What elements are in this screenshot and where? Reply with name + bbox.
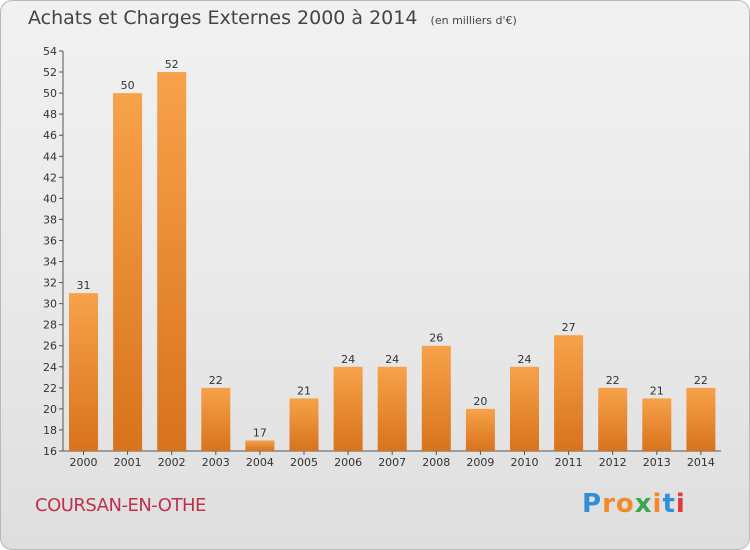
x-tick-label: 2002	[158, 456, 186, 469]
logo-letter: t	[662, 489, 676, 519]
x-tick-label: 2011	[555, 456, 583, 469]
bar	[201, 387, 231, 451]
logo-letter: P	[582, 489, 603, 519]
logo-letter: o	[615, 489, 635, 519]
y-tick-label: 28	[43, 319, 57, 332]
bar-value-label: 17	[253, 426, 267, 439]
y-tick-label: 26	[43, 340, 57, 353]
bar	[245, 440, 275, 451]
bar-value-label: 24	[341, 353, 355, 366]
bar	[686, 387, 716, 451]
chart-title: Achats et Charges Externes 2000 à 2014	[28, 7, 418, 29]
y-tick-label: 32	[43, 277, 57, 290]
y-tick-label: 36	[43, 234, 57, 247]
bar-value-label: 22	[694, 374, 708, 387]
bar	[113, 93, 143, 452]
bar	[642, 398, 672, 451]
x-tick-label: 2005	[290, 456, 318, 469]
bar-value-label: 26	[429, 332, 443, 345]
bar-value-label: 21	[297, 384, 311, 397]
logo-letter: x	[634, 489, 653, 519]
x-tick-label: 2014	[687, 456, 715, 469]
chart-unit: (en milliers d'€)	[430, 14, 517, 27]
y-tick-label: 52	[43, 66, 57, 79]
x-tick-label: 2007	[378, 456, 406, 469]
bar-value-label: 20	[473, 395, 487, 408]
bar	[598, 387, 628, 451]
logo-letter: i	[652, 489, 663, 519]
x-tick-label: 2009	[466, 456, 494, 469]
bar	[465, 408, 495, 451]
bar	[157, 72, 187, 451]
bar-value-label: 21	[650, 384, 664, 397]
x-tick-label: 2004	[246, 456, 274, 469]
bar-value-label: 31	[77, 279, 91, 292]
bar	[377, 366, 407, 451]
bar-value-label: 50	[121, 79, 135, 92]
bar	[333, 366, 363, 451]
x-tick-label: 2013	[643, 456, 671, 469]
x-tick-label: 2012	[599, 456, 627, 469]
bar	[421, 345, 451, 451]
y-tick-label: 16	[43, 445, 57, 458]
bar-value-label: 24	[385, 353, 399, 366]
bar-value-label: 22	[209, 374, 223, 387]
chart-title-row: Achats et Charges Externes 2000 à 2014 (…	[28, 7, 517, 29]
y-tick-label: 20	[43, 403, 57, 416]
bar-value-label: 22	[606, 374, 620, 387]
y-tick-label: 18	[43, 424, 57, 437]
y-tick-label: 30	[43, 298, 57, 311]
y-tick-label: 44	[43, 150, 57, 163]
bar	[510, 366, 539, 451]
y-tick-label: 22	[43, 382, 57, 395]
bar-value-label: 24	[518, 353, 532, 366]
y-tick-label: 34	[43, 256, 57, 269]
bar	[289, 398, 319, 451]
x-tick-label: 2000	[70, 456, 98, 469]
y-tick-label: 46	[43, 129, 57, 142]
x-tick-label: 2008	[422, 456, 450, 469]
y-tick-label: 42	[43, 171, 57, 184]
town-name: COURSAN-EN-OTHE	[35, 495, 206, 516]
bar-value-label: 27	[562, 321, 576, 334]
proxiti-logo: Proxiti	[582, 489, 686, 519]
y-tick-label: 38	[43, 213, 57, 226]
logo-letter: i	[675, 489, 686, 519]
bar-value-label: 52	[165, 58, 179, 71]
bar	[554, 335, 584, 451]
y-tick-label: 40	[43, 192, 57, 205]
logo-letter: r	[602, 489, 616, 519]
y-tick-label: 48	[43, 108, 57, 121]
y-tick-label: 24	[43, 361, 57, 374]
y-tick-label: 50	[43, 87, 57, 100]
bar	[69, 293, 98, 451]
y-tick-label: 54	[43, 45, 57, 58]
x-tick-label: 2003	[202, 456, 230, 469]
x-tick-label: 2001	[114, 456, 142, 469]
x-tick-label: 2006	[334, 456, 362, 469]
x-tick-label: 2010	[511, 456, 539, 469]
